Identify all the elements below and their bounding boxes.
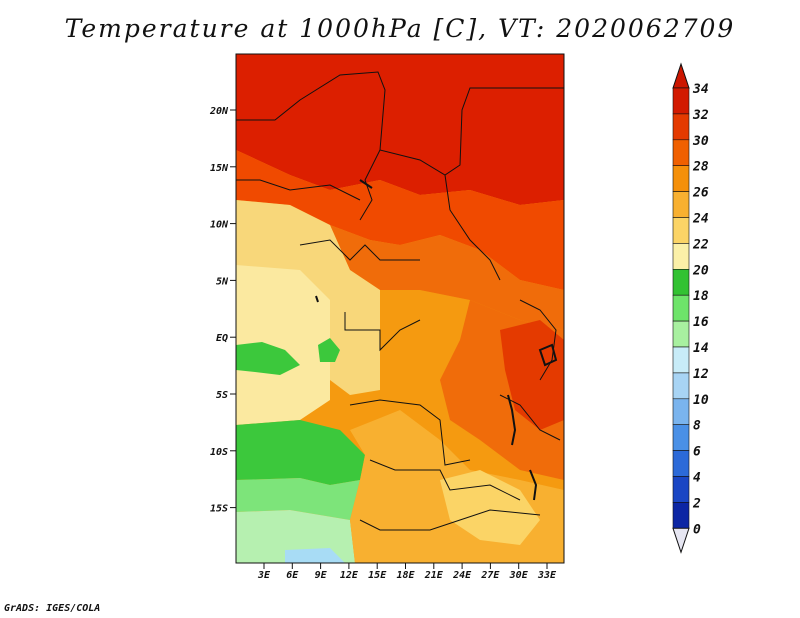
colorbar-segment xyxy=(672,502,690,529)
lon-label: 3E xyxy=(257,570,271,581)
colorbar-label: 6 xyxy=(693,445,701,460)
lon-label: 12E xyxy=(340,570,359,581)
region-southern-highlands xyxy=(440,470,540,545)
colorbar-label: 16 xyxy=(693,315,709,330)
lake-malawi xyxy=(529,469,538,501)
temperature-field xyxy=(236,54,564,563)
border-chad-sudan xyxy=(444,174,501,281)
colorbar-label: 4 xyxy=(693,471,701,486)
lat-label: 10S xyxy=(210,447,228,458)
colorbar-segment xyxy=(672,217,690,244)
region-green-patch-coast xyxy=(318,338,340,362)
border-cameroon-car xyxy=(299,239,420,261)
colorbar-segment xyxy=(672,113,690,141)
colorbar-label: 20 xyxy=(692,263,709,278)
colorbar-segment xyxy=(672,191,690,218)
colorbar-segment xyxy=(672,268,690,296)
colorbar-segment xyxy=(672,450,690,477)
lat-label: 20N xyxy=(209,106,229,117)
lon-label: 24E xyxy=(452,570,472,581)
region-sahel-band xyxy=(236,150,564,290)
colorbar-label: 32 xyxy=(692,108,709,123)
lon-label: 27E xyxy=(480,570,500,581)
region-green-patch-north xyxy=(236,342,300,375)
colorbar-label: 14 xyxy=(693,341,709,356)
grads-credit: GrADS: IGES/COLA xyxy=(4,603,101,614)
colorbar-bottom-arrow xyxy=(672,527,690,554)
border-chad-libya xyxy=(379,87,564,176)
region-angola-green xyxy=(236,420,365,485)
colorbar-segment xyxy=(672,346,690,374)
lat-label: 5N xyxy=(216,276,229,287)
lon-label: 33E xyxy=(537,570,557,581)
colorbar-label: 34 xyxy=(692,82,709,97)
colorbar-segment xyxy=(672,139,690,167)
colorbar-label: 8 xyxy=(693,419,701,434)
colorbar-segment xyxy=(672,424,690,451)
country-borders xyxy=(236,71,564,531)
region-gulf-guinea xyxy=(236,265,330,425)
region-sahara-north xyxy=(236,54,564,205)
region-cool-corner xyxy=(285,548,345,563)
region-north-central xyxy=(330,225,564,330)
lon-label: 15E xyxy=(368,570,387,581)
region-namibia-green xyxy=(236,478,360,520)
lat-label: 10N xyxy=(210,220,229,231)
colorbar-segment xyxy=(672,398,690,425)
colorbar-segment xyxy=(672,372,690,400)
colorbar-label: 26 xyxy=(692,186,709,201)
colorbar-label: 2 xyxy=(692,496,701,511)
border-niger-nigeria xyxy=(236,179,361,201)
lon-label: 9E xyxy=(315,570,328,581)
colorbar-label: 0 xyxy=(693,522,701,537)
lake-tanganyika xyxy=(507,394,517,446)
border-drc-angola xyxy=(349,399,471,466)
colorbar-segment xyxy=(672,320,690,348)
border-uganda-kenya xyxy=(519,299,557,381)
map-frame xyxy=(235,53,565,564)
colorbar-label: 28 xyxy=(692,160,709,175)
chart-title: Temperature at 1000hPa [C], VT: 20200627… xyxy=(64,14,736,43)
border-namibia-botswana xyxy=(359,509,541,531)
lake-victoria xyxy=(538,343,558,367)
lat-label: 5S xyxy=(216,390,228,401)
lon-label: 6E xyxy=(286,570,299,581)
lake-chad xyxy=(359,179,373,189)
lake-outlines xyxy=(315,179,558,501)
colorbar-label: 22 xyxy=(692,237,709,252)
bioko-island xyxy=(315,295,319,303)
colorbar-top-arrow xyxy=(672,62,690,89)
lat-label: EQ xyxy=(216,333,228,344)
colorbar-segment xyxy=(672,165,690,192)
longitude-axis: 3E 6E 9E 12E 15E 18E 21E 24E 27E 30E 33E xyxy=(257,563,557,581)
colorbar-label: 10 xyxy=(693,393,709,408)
colorbar-label: 30 xyxy=(692,134,709,149)
border-west-sahara xyxy=(236,71,386,221)
colorbar-label: 18 xyxy=(693,289,709,304)
border-angola-zambia xyxy=(369,459,521,501)
lon-label: 30E xyxy=(509,570,529,581)
lat-label: 15N xyxy=(210,163,229,174)
colorbar-segment xyxy=(672,87,690,115)
latitude-axis: 20N 15N 10N 5N EQ 5S 10S 15S xyxy=(209,106,236,515)
colorbar-segment xyxy=(672,476,690,503)
lat-label: 15S xyxy=(210,504,228,515)
colorbar-label: 12 xyxy=(693,367,709,382)
lon-label: 18E xyxy=(396,570,415,581)
colorbar-segment xyxy=(672,294,690,322)
colorbar-label: 24 xyxy=(692,212,709,227)
border-gabon-congo xyxy=(344,312,421,352)
lon-label: 21E xyxy=(424,570,444,581)
colorbar-segment xyxy=(672,243,690,270)
